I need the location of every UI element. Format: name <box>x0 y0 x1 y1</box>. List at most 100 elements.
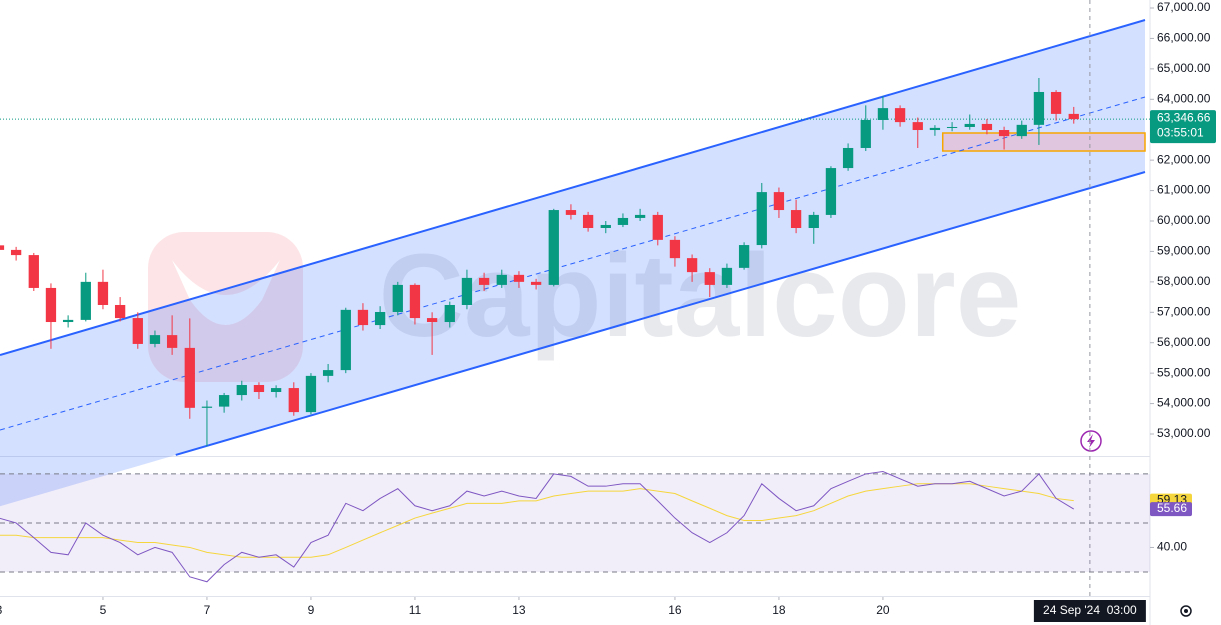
candle-body <box>530 281 542 285</box>
y-tick-label: 54,000.00 <box>1157 396 1211 410</box>
x-tick-label: 16 <box>668 603 682 617</box>
logo-mark <box>172 260 280 325</box>
candle-body <box>946 126 958 128</box>
watermark: Capitalcore <box>379 230 1022 362</box>
candle-body <box>860 119 871 148</box>
candle-body <box>392 284 403 312</box>
channel-upper <box>0 19 1146 356</box>
x-tick-label: 20 <box>876 603 890 617</box>
settings-icon[interactable] <box>1180 605 1192 617</box>
candle-body <box>97 281 109 305</box>
candle-body <box>773 192 785 211</box>
candle-body <box>409 284 421 319</box>
candle-body <box>565 210 577 215</box>
alert-icon[interactable] <box>1080 430 1102 452</box>
candle-body <box>426 318 438 323</box>
candle-body <box>184 347 195 408</box>
candle-body <box>114 304 126 319</box>
candle-body <box>1068 113 1079 120</box>
candle-body <box>288 388 299 413</box>
candle-body <box>652 214 663 240</box>
y-tick-label: 57,000.00 <box>1157 304 1211 318</box>
candle-body <box>981 123 993 131</box>
alert-bolt[interactable] <box>1087 434 1095 448</box>
candle-body <box>201 406 213 408</box>
channel-lower <box>175 171 1146 456</box>
candle-body <box>80 281 91 320</box>
candle-body <box>790 210 802 229</box>
x-tick-label: 11 <box>409 603 422 617</box>
candle-body <box>929 127 941 131</box>
y-tick-label: 55,000.00 <box>1157 365 1211 379</box>
x-tick-label: 5 <box>100 603 107 617</box>
candle-body <box>1016 124 1027 137</box>
price-badge-label: 63,346.66 <box>1157 110 1211 124</box>
y-tick-label: 66,000.00 <box>1157 31 1211 45</box>
candle-body <box>45 287 57 323</box>
rsi-line <box>0 470 1075 583</box>
candle-body <box>808 214 819 229</box>
y-tick-label: 53,000.00 <box>1157 426 1211 440</box>
candle-body <box>738 245 750 268</box>
y-tick-label: 59,000.00 <box>1157 244 1211 258</box>
candle-body <box>600 224 611 229</box>
zone <box>941 132 1146 152</box>
candle-body <box>669 239 681 259</box>
candle-body <box>634 214 646 218</box>
settings-dot[interactable] <box>1184 609 1188 613</box>
candle-body <box>548 210 559 285</box>
candle-body <box>132 318 143 344</box>
candle-body <box>686 258 698 273</box>
y-tick-label: 67,000.00 <box>1157 0 1211 14</box>
candle-body <box>28 255 39 288</box>
candle-body <box>721 267 733 285</box>
x-tick-label: 18 <box>772 603 786 617</box>
candle-body <box>444 304 455 323</box>
y-tick-label: 62,000.00 <box>1157 152 1211 166</box>
logo-box <box>148 232 303 382</box>
settings-ring[interactable] <box>1180 605 1192 617</box>
candle-body <box>964 123 975 127</box>
candle-body <box>340 309 351 371</box>
candle-body <box>1033 91 1045 125</box>
candle-body <box>149 335 161 344</box>
price-badge <box>1150 110 1216 144</box>
y-tick-label: 58,000.00 <box>1157 274 1211 288</box>
candle-body <box>461 277 473 305</box>
candle-body <box>496 274 507 285</box>
candle-body <box>253 385 265 393</box>
candle-body <box>998 130 1010 137</box>
countdown-label: 03:55:01 <box>1157 125 1204 139</box>
y-tick-label: 56,000.00 <box>1157 335 1211 349</box>
candle-body <box>236 385 247 396</box>
y-tick-label: 40.00 <box>1157 540 1187 554</box>
rsi-line <box>0 483 1074 558</box>
candle-body <box>0 245 5 250</box>
x-tick-label: 7 <box>204 603 211 617</box>
candle-body <box>357 309 369 326</box>
x-tick-label: 3 <box>0 603 3 617</box>
candle-body <box>842 147 854 169</box>
candle-body <box>825 168 837 215</box>
candle-body <box>270 388 282 393</box>
candle-body <box>894 108 906 123</box>
candle-body <box>912 122 923 131</box>
y-tick-label: 64,000.00 <box>1157 91 1211 105</box>
watermark-logo <box>148 232 303 382</box>
candle-body <box>218 395 230 407</box>
candle-body <box>617 217 629 225</box>
candle-body <box>582 214 594 229</box>
candle-body <box>513 274 525 282</box>
crosshair-box <box>1033 600 1146 622</box>
crosshair-label: 24 Sep '24 03:00 <box>1043 603 1137 617</box>
y-tick-label: 65,000.00 <box>1157 61 1211 75</box>
candle-body <box>10 249 22 256</box>
candle-body <box>877 108 889 120</box>
candle-body <box>1050 91 1062 114</box>
y-tick-label: 61,000.00 <box>1157 183 1211 197</box>
y-tick-label: 60,000.00 <box>1157 213 1211 227</box>
candle-body <box>756 192 767 246</box>
rsi-badge-label: 55.66 <box>1157 501 1187 515</box>
